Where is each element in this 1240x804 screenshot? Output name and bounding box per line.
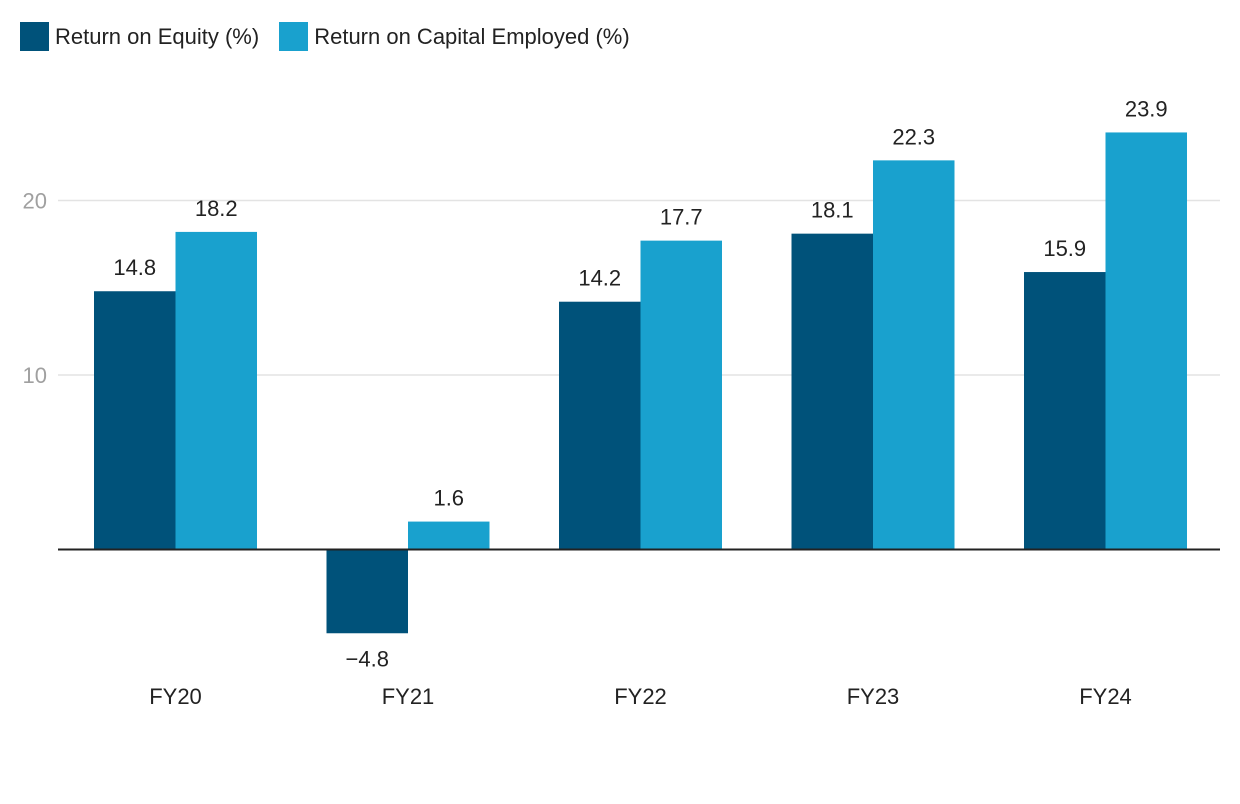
value-label-fy21-series-1: 1.6 [433,486,464,511]
legend-item-roce: Return on Capital Employed (%) [279,22,630,51]
bar-fy21-series-1 [408,521,490,550]
x-tick-label-fy23: FY23 [847,684,900,709]
bar-fy21-series-0 [326,549,408,634]
value-label-fy21-series-0: −4.8 [346,646,389,671]
value-label-fy23-series-0: 18.1 [811,198,854,223]
bar-fy22-series-0 [559,301,641,550]
bar-fy22-series-1 [640,240,722,550]
x-tick-label-fy21: FY21 [382,684,435,709]
legend-label-roe: Return on Equity (%) [55,23,260,49]
value-label-fy20-series-0: 14.8 [113,255,156,280]
y-tick-label-20: 20 [23,189,47,214]
bar-fy20-series-1 [175,231,257,550]
value-label-fy23-series-1: 22.3 [892,124,935,149]
legend-swatch-roce [279,22,309,51]
bar-fy24-series-0 [1024,272,1106,550]
x-tick-label-fy22: FY22 [614,684,667,709]
value-label-fy22-series-0: 14.2 [578,266,621,291]
bar-fy23-series-1 [873,160,955,550]
value-label-fy24-series-0: 15.9 [1043,236,1086,261]
legend-item-roe: Return on Equity (%) [20,22,259,51]
value-label-fy24-series-1: 23.9 [1125,96,1168,121]
value-label-fy22-series-1: 17.7 [660,205,703,230]
bar-fy23-series-0 [791,233,873,550]
x-tick-label-fy20: FY20 [149,684,202,709]
legend-label-roce: Return on Capital Employed (%) [314,23,630,49]
bar-fy20-series-0 [94,291,176,550]
y-tick-label-10: 10 [23,363,47,388]
value-label-fy20-series-1: 18.2 [195,196,238,221]
chart-legend: Return on Equity (%) Return on Capital E… [20,22,630,51]
bar-fy24-series-1 [1105,132,1187,550]
bar-layer [94,132,1187,634]
label-layer: 10 20 14.8 18.2 FY20 −4.8 1.6 FY21 14.2 17.7 FY22 1… [23,96,1220,709]
legend-swatch-roe [20,22,49,51]
x-tick-label-fy24: FY24 [1079,684,1132,709]
